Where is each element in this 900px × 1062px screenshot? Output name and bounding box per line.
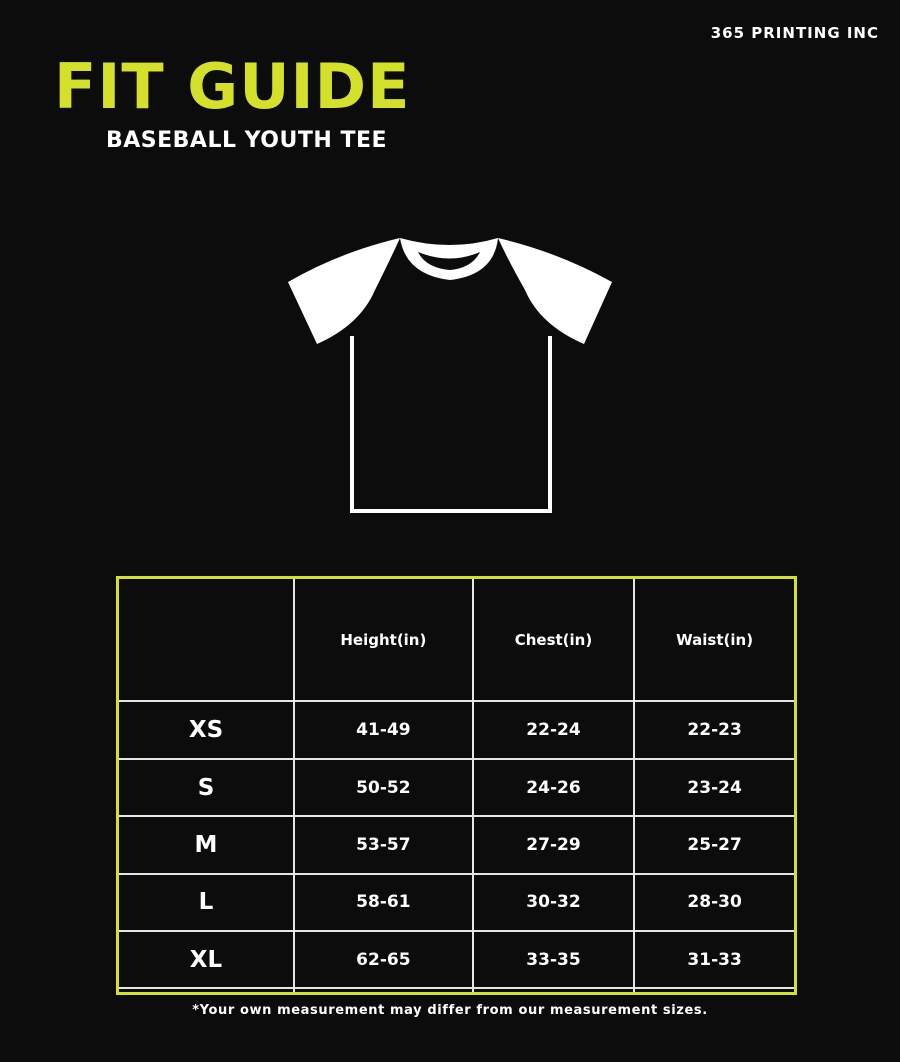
- table-row: XL 62-65 33-35 31-33: [116, 929, 798, 990]
- waist-cell: 25-27: [633, 815, 798, 875]
- height-cell: 50-52: [293, 757, 474, 818]
- left-sleeve: [288, 238, 400, 344]
- table-row: S 50-52 24-26 23-24: [116, 757, 798, 818]
- right-sleeve: [498, 238, 612, 344]
- height-cell: 58-61: [293, 872, 474, 932]
- table-row: [116, 987, 798, 995]
- measurement-note: *Your own measurement may differ from ou…: [192, 1003, 708, 1018]
- waist-cell: 31-33: [633, 929, 798, 990]
- header-cell: [116, 576, 295, 703]
- height-cell: 53-57: [293, 815, 474, 875]
- chest-cell: 22-24: [471, 700, 636, 760]
- waist-cell: 23-24: [633, 757, 798, 818]
- chest-cell: 27-29: [471, 815, 636, 875]
- size-cell: M: [116, 815, 295, 875]
- waist-cell: [633, 987, 798, 995]
- size-cell: L: [116, 872, 295, 932]
- table-row: M 53-57 27-29 25-27: [116, 815, 798, 875]
- size-chart-table: Height(in) Chest(in) Waist(in) XS 41-49 22…: [116, 576, 798, 995]
- chest-cell: 33-35: [471, 929, 636, 990]
- table-header-row: Height(in) Chest(in) Waist(in): [116, 576, 798, 703]
- page-title: FIT GUIDE: [54, 50, 411, 123]
- chest-cell: 30-32: [471, 872, 636, 932]
- table-row: L 58-61 30-32 28-30: [116, 872, 798, 932]
- chest-cell: 24-26: [471, 757, 636, 818]
- brand-name: 365 PRINTING INC: [710, 24, 879, 42]
- waist-cell: 28-30: [633, 872, 798, 932]
- table-row: XS 41-49 22-24 22-23: [116, 700, 798, 760]
- size-cell: S: [116, 757, 295, 818]
- tshirt-illustration: [288, 238, 612, 513]
- waist-cell: 22-23: [633, 700, 798, 760]
- collar: [400, 238, 498, 280]
- height-cell: 62-65: [293, 929, 474, 990]
- chest-cell: [471, 987, 636, 995]
- page-subtitle: BASEBALL YOUTH TEE: [106, 128, 388, 153]
- header-cell: Height(in): [293, 576, 474, 703]
- height-cell: [293, 987, 474, 995]
- header-cell: Waist(in): [633, 576, 798, 703]
- height-cell: 41-49: [293, 700, 474, 760]
- size-cell: XL: [116, 929, 295, 990]
- shirt-body-outline: [350, 336, 552, 513]
- header-cell: Chest(in): [471, 576, 636, 703]
- size-cell: XS: [116, 700, 295, 760]
- size-cell: [116, 987, 295, 995]
